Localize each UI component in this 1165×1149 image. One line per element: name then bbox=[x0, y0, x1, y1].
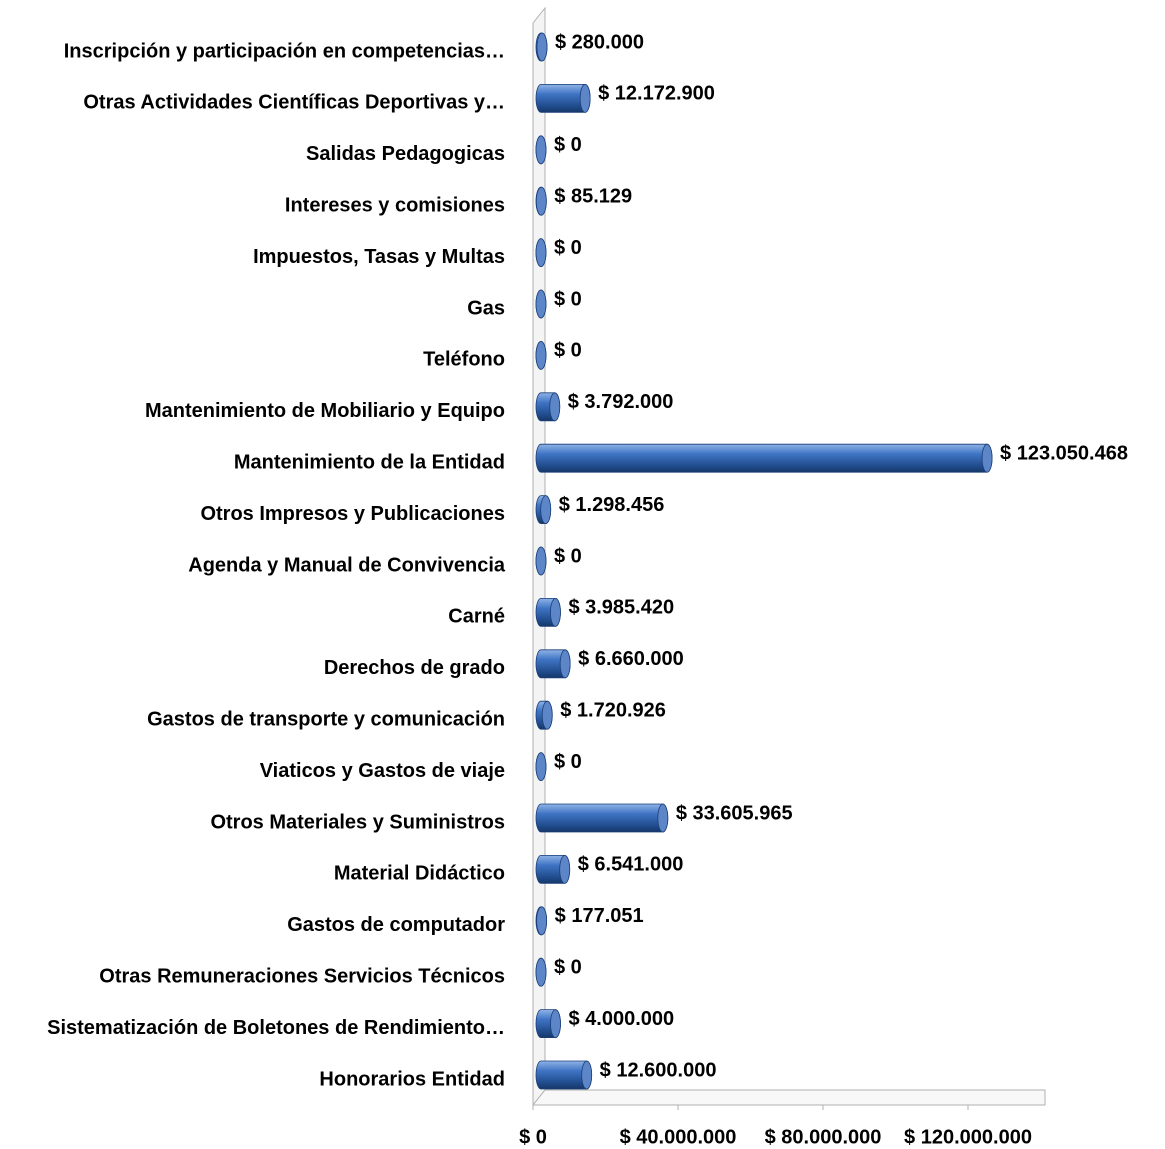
value-label: $ 177.051 bbox=[555, 905, 644, 927]
value-label: $ 1.720.926 bbox=[560, 699, 666, 721]
floor bbox=[531, 1089, 1046, 1106]
value-label: $ 0 bbox=[554, 288, 582, 310]
value-label: $ 6.660.000 bbox=[578, 648, 684, 670]
value-label: $ 4.000.000 bbox=[569, 1008, 675, 1030]
bar-cap bbox=[550, 598, 561, 627]
bar bbox=[535, 443, 993, 473]
y-tick-label: Otros Materiales y Suministros bbox=[210, 811, 505, 833]
value-label: $ 3.985.420 bbox=[568, 597, 674, 619]
bar-cap bbox=[559, 649, 571, 679]
bar-cap bbox=[550, 1009, 561, 1038]
y-tick-label: Gas bbox=[467, 297, 505, 319]
x-tick-label: $ 0 bbox=[519, 1126, 547, 1148]
x-tick-label: $ 40.000.000 bbox=[620, 1126, 737, 1148]
value-label: $ 6.541.000 bbox=[578, 854, 684, 876]
bar-cap bbox=[581, 1060, 593, 1090]
value-label: $ 0 bbox=[554, 340, 582, 362]
bar-cap bbox=[536, 906, 548, 936]
bar-cap bbox=[535, 957, 547, 987]
bar-cap bbox=[981, 443, 993, 473]
y-tick-label: Honorarios Entidad bbox=[319, 1068, 505, 1090]
bar-cap bbox=[535, 546, 547, 576]
y-tick-label: Viaticos y Gastos de viaje bbox=[260, 760, 505, 782]
y-tick-label: Material Didáctico bbox=[334, 863, 505, 885]
y-tick-label: Otras Actividades Científicas Deportivas… bbox=[83, 92, 505, 114]
y-tick-label: Impuestos, Tasas y Multas bbox=[253, 246, 505, 268]
bar bbox=[535, 803, 669, 833]
x-tick-label: $ 120.000.000 bbox=[904, 1126, 1032, 1148]
bar-cap bbox=[541, 700, 553, 730]
bar-cap bbox=[535, 289, 547, 319]
bar-cap bbox=[540, 495, 552, 525]
y-tick-label: Intereses y comisiones bbox=[285, 194, 505, 216]
y-tick-label: Teléfono bbox=[423, 349, 505, 371]
value-label: $ 33.605.965 bbox=[676, 802, 793, 824]
y-tick-label: Mantenimiento de la Entidad bbox=[234, 451, 505, 473]
y-tick-label: Agenda y Manual de Convivencia bbox=[188, 554, 506, 576]
y-tick-label: Carné bbox=[448, 606, 505, 628]
value-label: $ 280.000 bbox=[555, 31, 644, 53]
value-label: $ 1.298.456 bbox=[559, 494, 665, 516]
y-tick-label: Mantenimiento de Mobiliario y Equipo bbox=[145, 400, 505, 422]
y-tick-label: Sistematización de Boletones de Rendimie… bbox=[47, 1017, 505, 1039]
value-label: $ 0 bbox=[554, 956, 582, 978]
value-label: $ 0 bbox=[554, 237, 582, 259]
x-tick-label: $ 80.000.000 bbox=[765, 1126, 882, 1148]
bar-cap bbox=[535, 752, 547, 781]
bar-cap bbox=[549, 392, 561, 422]
y-tick-label: Gastos de computador bbox=[287, 914, 505, 936]
value-label: $ 123.050.468 bbox=[1000, 442, 1128, 464]
bar-cap bbox=[535, 135, 547, 165]
y-tick-label: Derechos de grado bbox=[324, 657, 505, 679]
bar-cap bbox=[559, 855, 571, 884]
value-label: $ 0 bbox=[554, 545, 582, 567]
value-label: $ 12.172.900 bbox=[598, 83, 715, 105]
bar-cap bbox=[579, 84, 591, 113]
value-label: $ 0 bbox=[554, 751, 582, 773]
value-label: $ 12.600.000 bbox=[600, 1059, 717, 1081]
bar-cap bbox=[535, 238, 547, 268]
y-tick-label: Otros Impresos y Publicaciones bbox=[200, 503, 505, 525]
value-label: $ 85.129 bbox=[554, 185, 632, 207]
y-tick-label: Otras Remuneraciones Servicios Técnicos bbox=[99, 965, 505, 987]
value-label: $ 3.792.000 bbox=[568, 391, 674, 413]
value-label: $ 0 bbox=[554, 134, 582, 156]
y-tick-label: Inscripción y participación en competenc… bbox=[64, 40, 505, 62]
y-tick-label: Salidas Pedagogicas bbox=[306, 143, 505, 165]
bar-cap bbox=[657, 803, 669, 833]
bar-cap bbox=[535, 186, 547, 216]
bar-cap bbox=[536, 32, 548, 62]
y-tick-label: Gastos de transporte y comunicación bbox=[147, 708, 505, 730]
bar-cap bbox=[535, 340, 547, 370]
